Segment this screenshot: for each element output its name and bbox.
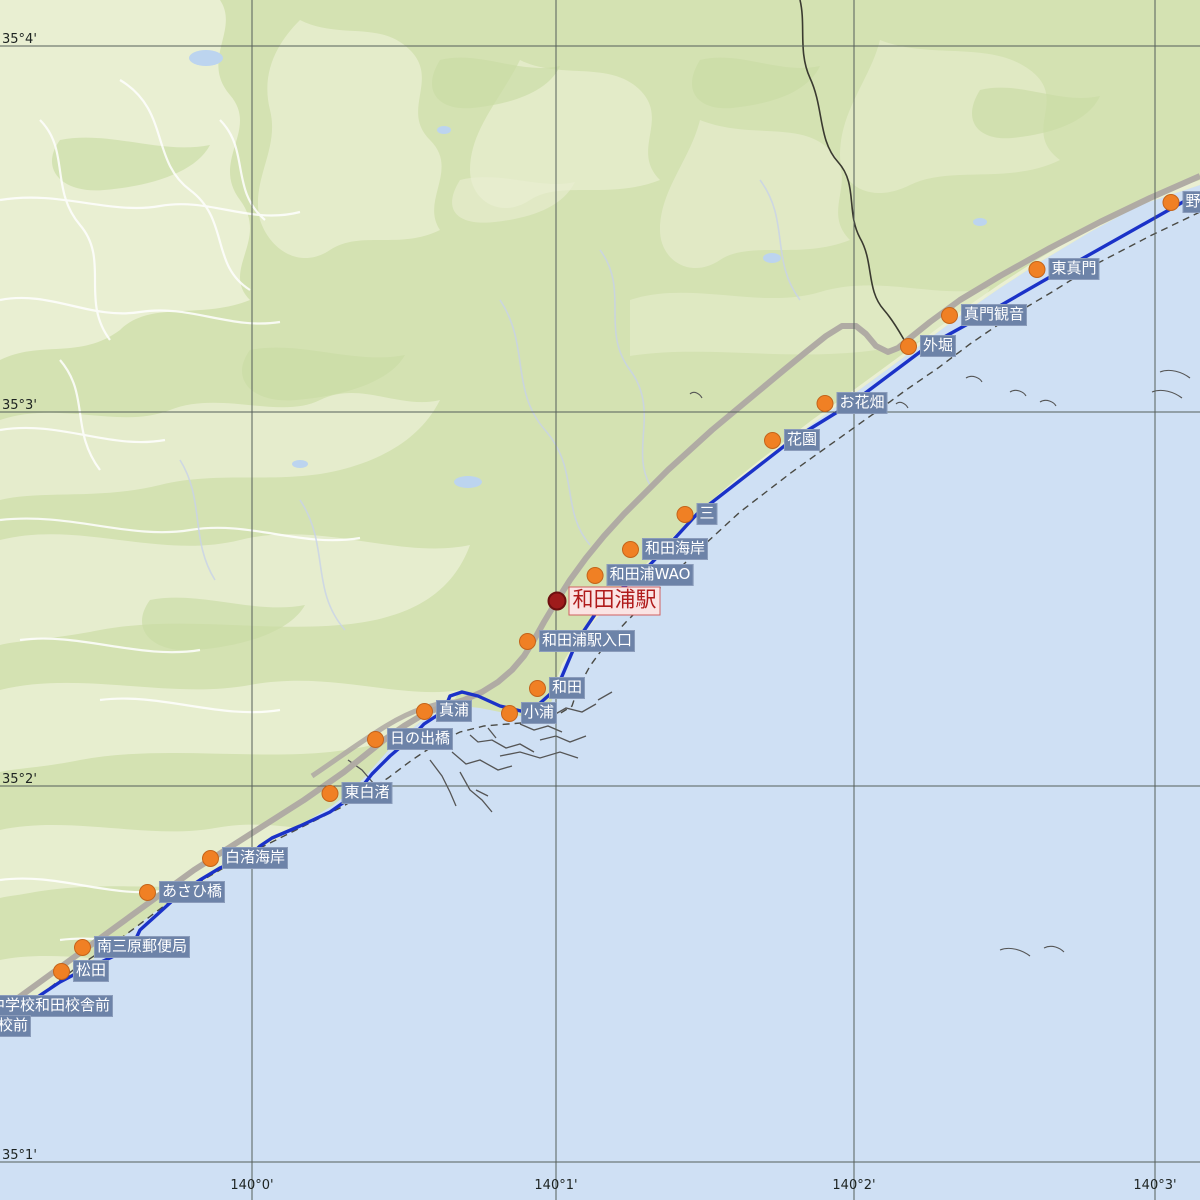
bus-stop-marker[interactable]: 和田浦駅入口 (518, 630, 636, 652)
bus-stop-dot-icon (586, 566, 604, 584)
bus-stop-marker[interactable]: 松田 (52, 960, 110, 982)
station-label: 和田浦駅 (568, 586, 661, 616)
bus-stop-marker[interactable]: 東真門 (1028, 258, 1100, 280)
bus-stop-label: 南三原郵便局 (93, 936, 191, 958)
bus-stop-dot-icon (201, 849, 219, 867)
primary-station-marker[interactable]: 和田浦駅 (547, 586, 661, 616)
bus-stop-marker[interactable]: 和田海岸 (621, 538, 709, 560)
bus-stop-marker[interactable]: 花園 (763, 429, 821, 451)
bus-stop-dot-icon (138, 883, 156, 901)
bus-stop-dot-icon (1162, 193, 1180, 211)
bus-stop-marker[interactable]: 外堀 (899, 335, 957, 357)
bus-stop-dot-icon (940, 306, 958, 324)
bus-stop-label: あさひ橋 (158, 881, 226, 903)
bus-stop-label: 三 (696, 503, 718, 525)
lat-label-35-2: 35°2' (2, 772, 37, 787)
bus-stop-marker[interactable]: 三 (676, 503, 718, 525)
admin-boundary (799, 0, 913, 353)
bus-stop-label: 野 (1182, 191, 1200, 213)
bus-stop-label: 外堀 (919, 335, 957, 357)
bus-stop-marker[interactable]: あさひ橋 (138, 881, 226, 903)
bus-stop-label: 和田浦駅入口 (538, 630, 636, 652)
lat-label-35-1: 35°1' (2, 1148, 37, 1163)
bus-stop-dot-icon (621, 540, 639, 558)
offshore-rocks (689, 369, 1191, 957)
bus-stop-marker[interactable]: 白渚海岸 (201, 847, 289, 869)
bus-stop-label: 東真門 (1048, 258, 1100, 280)
bus-stop-dot-icon (321, 784, 339, 802)
bus-stop-label: 和田 (548, 677, 586, 699)
bus-stop-label: 日の出橋 (386, 728, 454, 750)
bus-stop-dot-icon (899, 337, 917, 355)
bus-stop-marker[interactable]: お花畑 (816, 392, 888, 414)
lat-label-35-3: 35°3' (2, 398, 37, 413)
bus-stop-dot-icon (366, 730, 384, 748)
bus-stop-dot-icon (528, 679, 546, 697)
bus-stop-label: 松田 (72, 960, 110, 982)
bus-stop-label: 和田浦WAO (606, 564, 694, 586)
bus-stop-label: 真門観音 (960, 304, 1028, 326)
bus-stop-label: 和田海岸 (641, 538, 709, 560)
bus-stop-dot-icon (1028, 260, 1046, 278)
bus-stop-marker[interactable]: 日の出橋 (366, 728, 454, 750)
bus-stop-marker[interactable]: 真浦 (415, 700, 473, 722)
lon-label-140-1: 140°1' (534, 1178, 578, 1193)
bus-stop-marker[interactable]: 小浦 (500, 702, 558, 724)
bus-stop-label: 白渚海岸 (221, 847, 289, 869)
bus-stop-marker[interactable]: 東白渚 (321, 782, 393, 804)
bus-stop-dot-icon (73, 938, 91, 956)
bus-stop-dot-icon (415, 702, 433, 720)
bus-stop-dot-icon (676, 505, 694, 523)
bus-stop-dot-icon (816, 394, 834, 412)
bus-stop-dot-icon (500, 704, 518, 722)
highway-line (0, 173, 1200, 1015)
bus-stop-label: 真浦 (435, 700, 473, 722)
bus-stop-marker[interactable]: 嶺南中学校和田校舎前 (0, 995, 114, 1017)
bus-stop-label: 心高校前 (0, 1015, 32, 1037)
bus-stop-marker[interactable]: 南三原郵便局 (73, 936, 191, 958)
lon-label-140-2: 140°2' (832, 1178, 876, 1193)
bus-stop-label: お花畑 (836, 392, 888, 414)
lon-label-140-3: 140°3' (1133, 1178, 1177, 1193)
bus-stop-marker[interactable]: 心高校前 (0, 1015, 32, 1037)
bus-stop-marker[interactable]: 野 (1162, 191, 1200, 213)
bus-stop-marker[interactable]: 和田 (528, 677, 586, 699)
bus-stop-label: 嶺南中学校和田校舎前 (0, 995, 114, 1017)
bus-stop-dot-icon (518, 632, 536, 650)
bus-stop-dot-icon (52, 962, 70, 980)
lat-label-35-4: 35°4' (2, 32, 37, 47)
bus-stop-label: 小浦 (520, 702, 558, 724)
bus-stop-label: 花園 (783, 429, 821, 451)
bus-stop-marker[interactable]: 真門観音 (940, 304, 1028, 326)
bus-stop-dot-icon (763, 431, 781, 449)
lon-label-140-0: 140°0' (230, 1178, 274, 1193)
bus-stop-label: 東白渚 (341, 782, 393, 804)
station-dot-icon (547, 591, 567, 611)
bus-stop-marker[interactable]: 和田浦WAO (586, 564, 694, 586)
